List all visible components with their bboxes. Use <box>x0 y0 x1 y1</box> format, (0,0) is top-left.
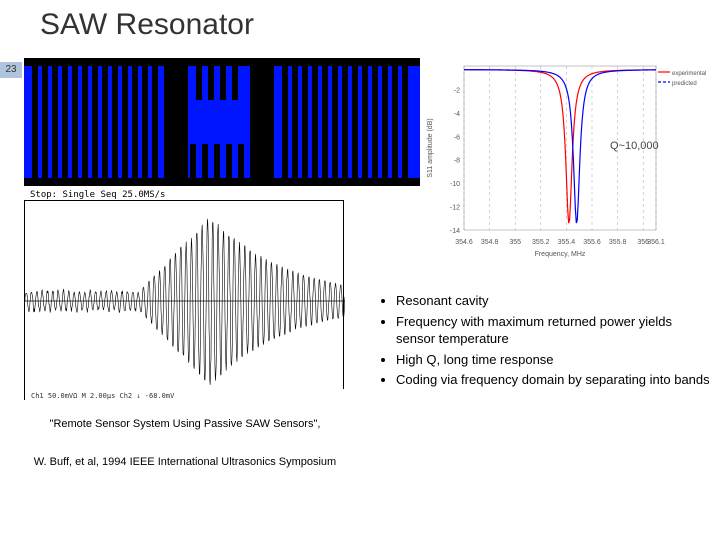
svg-text:experimental: experimental <box>672 71 706 77</box>
svg-text:-12: -12 <box>450 205 460 212</box>
svg-text:-14: -14 <box>450 228 460 235</box>
svg-text:355.8: 355.8 <box>609 239 627 246</box>
svg-text:354.6: 354.6 <box>455 239 473 246</box>
scope-stop-label: Stop: Single Seq 25.0MS/s <box>30 190 165 200</box>
svg-text:Frequency, MHz: Frequency, MHz <box>535 251 586 258</box>
bullet-item: Coding via frequency domain by separatin… <box>396 371 710 389</box>
saw-substrate <box>24 66 420 178</box>
svg-text:predicted: predicted <box>672 81 697 87</box>
svg-text:-8: -8 <box>454 158 460 165</box>
time-response-chart: Ch1 50.0mVΩ M 2.00µs Ch2 ↓ -68.0mV <box>24 200 344 400</box>
saw-device-schematic <box>24 58 420 186</box>
q-factor-label: Q~10,000 <box>610 140 659 152</box>
svg-text:355: 355 <box>509 239 521 246</box>
svg-text:355.2: 355.2 <box>532 239 550 246</box>
s11-frequency-chart: 354.6354.8355355.2355.4355.6355.8356356.… <box>422 58 712 258</box>
bullet-item: High Q, long time response <box>396 351 710 369</box>
svg-text:355.4: 355.4 <box>558 239 576 246</box>
citation-line-1: "Remote Sensor System Using Passive SAW … <box>20 418 350 430</box>
svg-text:Ch1 50.0mVΩ M 2.00µs Ch2 ↓: Ch1 50.0mVΩ M 2.00µs Ch2 ↓ -68.0mV <box>31 392 175 400</box>
svg-text:-6: -6 <box>454 134 460 141</box>
svg-text:356.1: 356.1 <box>647 239 665 246</box>
svg-text:-4: -4 <box>454 111 460 118</box>
svg-text:354.8: 354.8 <box>481 239 499 246</box>
svg-text:-10: -10 <box>450 181 460 188</box>
bullet-list: Resonant cavity Frequency with maximum r… <box>378 292 710 392</box>
bullet-item: Frequency with maximum returned power yi… <box>396 313 710 348</box>
slide-number-badge: 23 <box>0 62 22 78</box>
svg-text:355.6: 355.6 <box>583 239 601 246</box>
bullet-item: Resonant cavity <box>396 292 710 310</box>
page-title: SAW Resonator <box>40 8 254 42</box>
svg-text:-2: -2 <box>454 87 460 94</box>
citation-line-2: W. Buff, et al, 1994 IEEE International … <box>20 456 350 468</box>
svg-text:S11 amplitude (dB): S11 amplitude (dB) <box>427 118 434 177</box>
